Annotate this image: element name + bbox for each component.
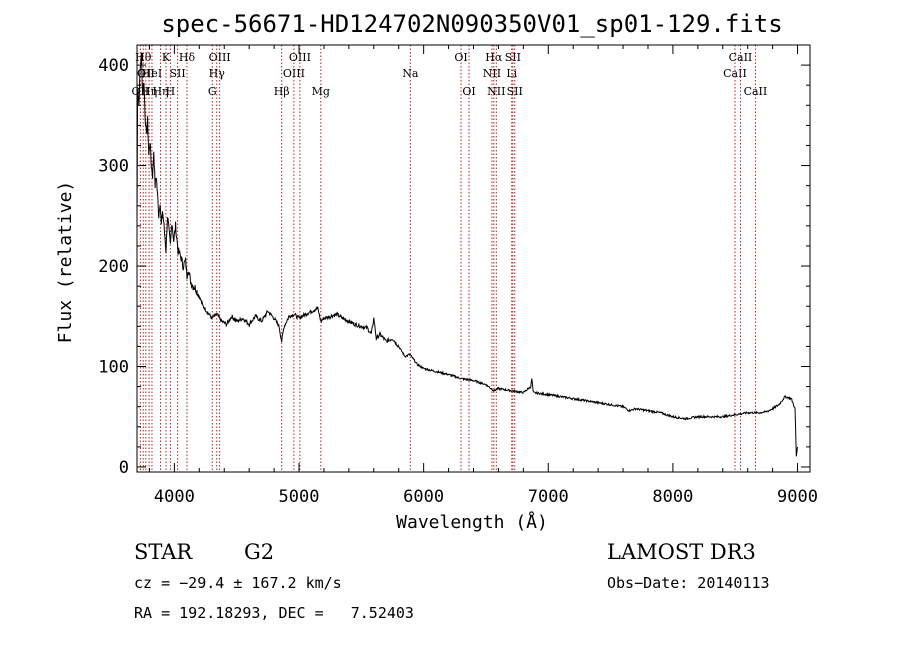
spectral-line-label: Hγ: [209, 67, 226, 80]
x-tick-label: 9000: [777, 487, 818, 507]
y-axis: 0 100 200 300 400: [98, 56, 810, 478]
spectral-line-label: Hα: [485, 51, 503, 64]
spectral-line-label: SII: [507, 85, 523, 98]
spectral-line-label: HeI: [142, 67, 162, 80]
chart-title: spec-56671-HD124702N090350V01_sp01-129.f…: [161, 10, 782, 38]
spectral-line-label: SII: [505, 51, 521, 64]
x-tick-label: 4000: [154, 487, 195, 507]
spectral-line-label: OI: [462, 85, 475, 98]
spectral-line-label: H: [166, 85, 176, 98]
spectral-line-label: G: [208, 85, 217, 98]
coordinates: RA = 192.18293, DEC = 7.52403: [134, 604, 414, 622]
spectral-line-label: CaII: [744, 85, 768, 98]
spectral-line-label: OIII: [289, 51, 311, 64]
spectral-line-markers: OIIHθOIIHηHeIHηKHSIIHδGHγOIIIHβOIIIOIIIM…: [132, 45, 768, 472]
spectral-line-label: Li: [506, 67, 517, 80]
survey-name: LAMOST DR3: [607, 540, 756, 564]
spectral-line-label: Mg: [312, 85, 330, 98]
observation-date: Obs−Date: 20140113: [607, 574, 770, 592]
spectral-line-label: Hδ: [179, 51, 196, 64]
x-axis: 4000 5000 6000 7000 8000 9000: [148, 45, 818, 507]
x-tick-label: 7000: [528, 487, 569, 507]
spectral-line-label: OIII: [209, 51, 231, 64]
y-tick-label: 300: [98, 157, 129, 177]
spectral-subclass: G2: [244, 540, 275, 564]
redshift-velocity: cz = −29.4 ± 167.2 km/s: [134, 574, 342, 592]
spectral-line-label: Na: [402, 67, 419, 80]
spectral-line-label: OIII: [283, 67, 305, 80]
x-tick-label: 6000: [403, 487, 444, 507]
x-tick-label: 5000: [279, 487, 320, 507]
y-tick-label: 200: [98, 257, 129, 277]
spectral-line-label: Hη: [152, 85, 168, 98]
spectral-line-label: Hθ: [135, 51, 152, 64]
spectral-line-label: Hβ: [274, 85, 290, 98]
spectral-line-label: CaII: [723, 67, 747, 80]
plot-frame: [136, 44, 811, 473]
spectral-line-label: CaII: [729, 51, 753, 64]
spectral-line-label: K: [162, 51, 171, 64]
object-class: STAR: [134, 540, 193, 564]
spectral-line-label: NII: [483, 67, 501, 80]
spectral-line-label: SII: [170, 67, 186, 80]
spectrum-line: [136, 52, 798, 457]
spectral-line-label: NII: [487, 85, 505, 98]
y-tick-label: 0: [119, 458, 129, 478]
spectrum-series: [136, 52, 798, 457]
spectral-line-label: Hη: [141, 85, 157, 98]
y-axis-label: Flux (relative): [55, 181, 76, 344]
x-axis-label: Wavelength (Å): [396, 511, 548, 533]
spectral-line-label: OI: [454, 51, 467, 64]
y-tick-label: 400: [98, 56, 129, 76]
x-tick-label: 8000: [652, 487, 693, 507]
y-tick-label: 100: [98, 358, 129, 378]
